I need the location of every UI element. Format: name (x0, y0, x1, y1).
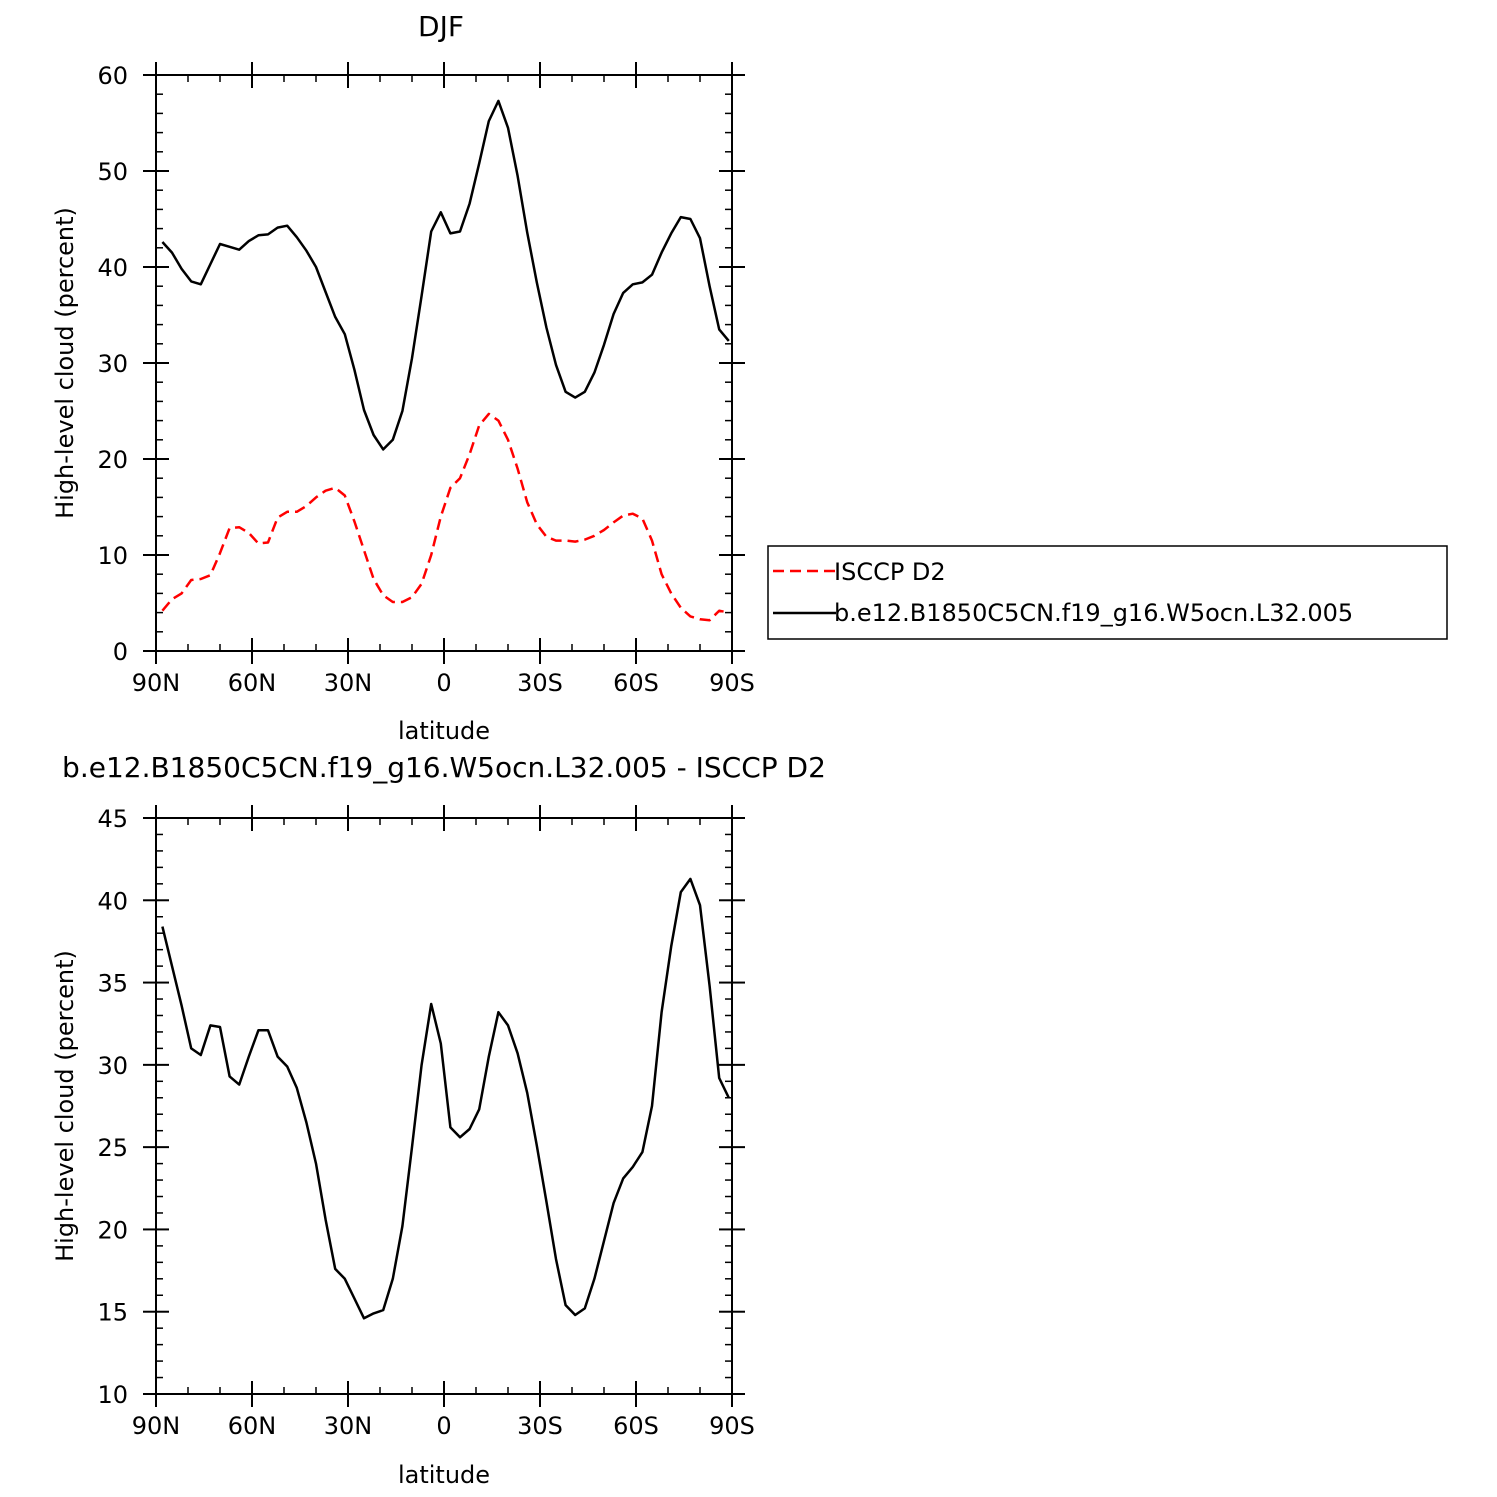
series-line-1 (161, 99, 730, 451)
top-panel-series (161, 99, 730, 622)
x-tick-label: 60S (613, 1412, 659, 1440)
x-tick-label: 30S (517, 669, 563, 697)
legend: ISCCP D2 b.e12.B1850C5CN.f19_g16.W5ocn.L… (767, 545, 1448, 640)
legend-box (767, 545, 1448, 640)
top-panel-title: DJF (418, 10, 464, 43)
top-panel-x-axis-label: latitude (398, 717, 490, 745)
series-line-0 (161, 877, 730, 1320)
x-tick-label: 30N (324, 669, 373, 697)
series-line-0 (161, 412, 730, 622)
x-tick-label: 0 (436, 1412, 451, 1440)
y-tick-label: 20 (97, 446, 128, 474)
x-tick-label: 90N (132, 669, 181, 697)
y-tick-label: 10 (97, 1381, 128, 1409)
x-tick-label: 30N (324, 1412, 373, 1440)
bottom-panel-minor-ticks (156, 818, 732, 1394)
y-tick-label: 25 (97, 1134, 128, 1162)
x-tick-label: 60N (228, 669, 277, 697)
y-tick-label: 0 (113, 638, 128, 666)
top-panel-ticks: 90N 60N 30N 0 30S 60S 90S 0 10 20 30 40 50 60 (97, 62, 755, 697)
top-panel-y-axis-label: High-level cloud (percent) (51, 207, 79, 519)
x-tick-label: 90N (132, 1412, 181, 1440)
x-tick-label: 90S (709, 1412, 755, 1440)
y-tick-label: 10 (97, 542, 128, 570)
y-tick-label: 50 (97, 158, 128, 186)
bottom-panel-y-axis-label: High-level cloud (percent) (51, 950, 79, 1262)
legend-label-isccp: ISCCP D2 (834, 558, 946, 586)
x-tick-label: 0 (436, 669, 451, 697)
y-tick-label: 20 (97, 1216, 128, 1244)
bottom-panel-ticks: 90N 60N 30N 0 30S 60S 90S 10 15 20 25 30 35 40 45 (97, 805, 755, 1440)
top-panel-minor-ticks (156, 75, 732, 651)
top-panel: DJF 90N 60N 30N 0 30S 60S 90S 0 10 20 30 40 50 60 lat… (51, 10, 755, 745)
bottom-panel-title: b.e12.B1850C5CN.f19_g16.W5ocn.L32.005 - … (62, 751, 826, 784)
legend-label-model: b.e12.B1850C5CN.f19_g16.W5ocn.L32.005 (834, 599, 1353, 627)
y-tick-label: 45 (97, 805, 128, 833)
bottom-panel-plot-frame (155, 817, 733, 1395)
y-tick-label: 30 (97, 1052, 128, 1080)
x-tick-label: 60S (613, 669, 659, 697)
x-tick-label: 30S (517, 1412, 563, 1440)
bottom-panel-series (161, 877, 730, 1320)
y-tick-label: 35 (97, 970, 128, 998)
bottom-panel: b.e12.B1850C5CN.f19_g16.W5ocn.L32.005 - … (51, 751, 826, 1489)
y-tick-label: 60 (97, 62, 128, 90)
y-tick-label: 30 (97, 350, 128, 378)
x-tick-label: 90S (709, 669, 755, 697)
y-tick-label: 40 (97, 254, 128, 282)
y-tick-label: 40 (97, 887, 128, 915)
y-tick-label: 15 (97, 1299, 128, 1327)
top-panel-plot-frame (155, 74, 733, 652)
x-tick-label: 60N (228, 1412, 277, 1440)
bottom-panel-x-axis-label: latitude (398, 1461, 490, 1489)
